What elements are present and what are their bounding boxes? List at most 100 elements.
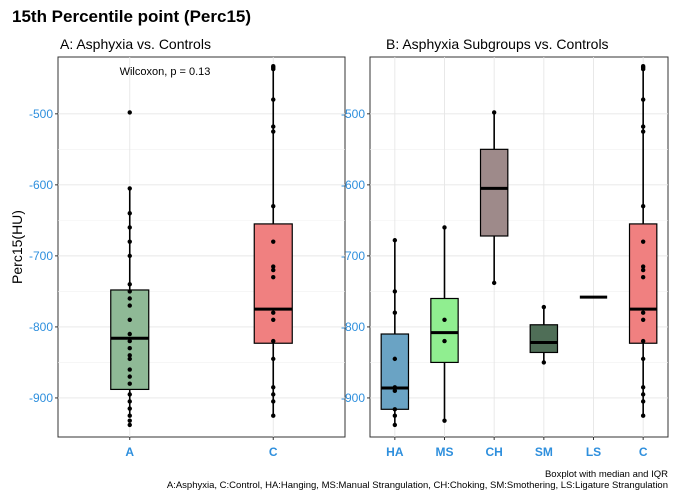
data-point	[127, 399, 132, 404]
data-point	[271, 239, 276, 244]
data-point	[271, 124, 276, 129]
caption-line2: A:Asphyxia, C:Control, HA:Hanging, MS:Ma…	[167, 480, 668, 491]
x-tick-label: SM	[535, 445, 553, 459]
data-point	[491, 110, 497, 115]
data-point	[271, 385, 276, 390]
caption-line1: Boxplot with median and IQR	[545, 469, 668, 480]
box-ch	[479, 110, 509, 286]
data-point	[541, 360, 547, 365]
data-point	[442, 317, 447, 323]
data-point	[127, 381, 132, 386]
data-point	[127, 338, 132, 344]
y-tick-label: -700	[29, 249, 53, 263]
x-tick-label: C	[639, 445, 648, 459]
data-point	[127, 374, 132, 379]
data-point	[392, 422, 398, 428]
data-point	[491, 280, 497, 286]
box-body	[479, 148, 509, 237]
data-point	[127, 367, 132, 372]
panel-frame	[369, 56, 669, 438]
data-point	[271, 338, 276, 344]
x-tick-label: CH	[485, 445, 502, 459]
data-point	[640, 203, 646, 209]
box-a	[110, 110, 150, 428]
data-point	[640, 129, 646, 134]
data-point	[127, 413, 132, 418]
data-point	[127, 331, 132, 337]
y-tick-label: -800	[341, 320, 365, 334]
data-point	[271, 392, 276, 397]
y-tick-label: -500	[29, 107, 53, 121]
data-point	[392, 413, 398, 418]
y-tick-label: -800	[29, 320, 53, 334]
y-tick-label: -900	[341, 391, 365, 405]
data-point	[127, 296, 132, 301]
main-title: 15th Percentile point (Perc15)	[12, 7, 251, 26]
data-point	[541, 304, 547, 310]
y-tick-label: -600	[29, 178, 53, 192]
data-point	[392, 388, 398, 394]
panel-title: A: Asphyxia vs. Controls	[60, 36, 211, 52]
data-point	[640, 356, 646, 362]
box-body	[430, 297, 459, 364]
data-point	[127, 303, 132, 308]
data-point	[640, 338, 646, 344]
box-body	[380, 333, 410, 410]
data-point	[442, 338, 447, 344]
data-point	[127, 239, 132, 244]
data-point	[392, 238, 398, 243]
data-point	[127, 282, 132, 287]
data-point	[271, 413, 276, 418]
box-c	[253, 64, 293, 418]
data-point	[127, 406, 132, 411]
data-point	[127, 253, 132, 259]
data-point	[127, 186, 132, 191]
data-point	[640, 413, 646, 418]
data-point	[640, 97, 646, 102]
x-tick-label: HA	[386, 445, 404, 459]
data-point	[442, 418, 447, 423]
data-point	[127, 356, 132, 362]
panel-frame	[57, 56, 346, 438]
data-point	[640, 399, 646, 404]
box-ha	[380, 238, 410, 428]
box-sm	[529, 304, 559, 365]
data-point	[640, 124, 646, 129]
data-point	[442, 225, 447, 230]
box-ms	[430, 225, 459, 423]
panel-b: B: Asphyxia Subgroups vs. Controls -900 -8…	[341, 36, 669, 459]
box-body	[529, 324, 559, 354]
data-point	[640, 310, 646, 315]
x-tick-label: A	[125, 445, 134, 459]
y-axis-label: Perc15(HU)	[9, 210, 25, 284]
data-point	[127, 225, 132, 230]
data-point	[392, 385, 398, 390]
data-point	[640, 66, 646, 72]
x-tick-label: MS	[436, 445, 454, 459]
data-point	[127, 110, 132, 115]
data-point	[127, 392, 132, 397]
data-point	[640, 317, 646, 323]
data-point	[271, 203, 276, 209]
data-point	[271, 129, 276, 134]
data-point	[271, 274, 276, 280]
box-c	[628, 64, 658, 418]
y-tick-label: -500	[341, 107, 365, 121]
data-point	[640, 385, 646, 390]
data-point	[271, 97, 276, 102]
data-point	[271, 66, 276, 72]
data-point	[127, 353, 132, 358]
data-point	[271, 317, 276, 323]
data-point	[392, 289, 398, 294]
data-point	[640, 267, 646, 273]
data-point	[392, 310, 398, 315]
y-tick-label: -900	[29, 391, 53, 405]
data-point	[640, 264, 646, 269]
data-point	[392, 407, 398, 412]
data-point	[271, 264, 276, 269]
data-point	[271, 310, 276, 315]
data-point	[640, 239, 646, 244]
data-point	[392, 356, 398, 362]
data-point	[127, 211, 132, 216]
x-tick-label: LS	[586, 445, 601, 459]
